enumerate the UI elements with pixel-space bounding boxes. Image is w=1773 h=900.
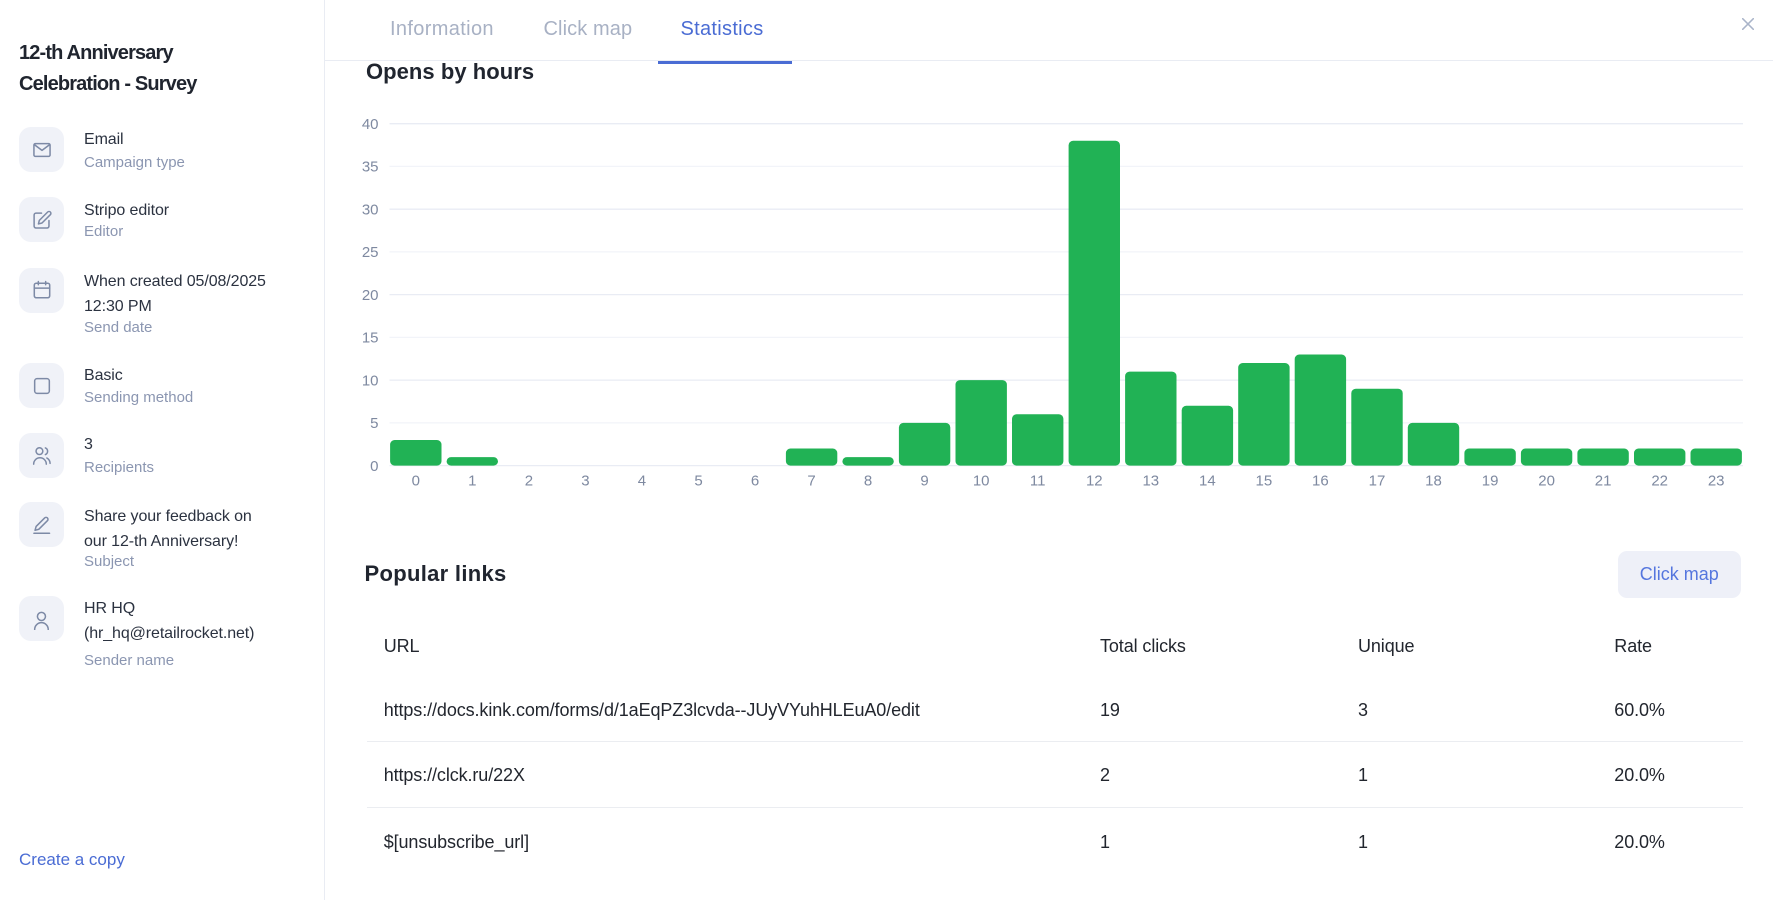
svg-text:16: 16 [1312, 473, 1329, 490]
svg-text:21: 21 [1595, 473, 1612, 490]
svg-text:22: 22 [1651, 473, 1668, 490]
svg-text:15: 15 [362, 330, 379, 347]
svg-text:5: 5 [694, 473, 702, 490]
svg-text:30: 30 [362, 201, 379, 218]
svg-text:19: 19 [1482, 473, 1499, 490]
svg-text:13: 13 [1142, 473, 1159, 490]
svg-text:35: 35 [362, 159, 379, 176]
svg-text:20: 20 [1538, 473, 1555, 490]
svg-text:5: 5 [370, 415, 378, 432]
svg-text:15: 15 [1256, 473, 1273, 490]
svg-text:23: 23 [1708, 473, 1725, 490]
svg-text:4: 4 [638, 473, 646, 490]
svg-text:18: 18 [1425, 473, 1442, 490]
svg-text:10: 10 [362, 372, 379, 389]
svg-text:12: 12 [1086, 473, 1103, 490]
svg-text:9: 9 [920, 473, 928, 490]
svg-text:25: 25 [362, 244, 379, 261]
svg-text:0: 0 [412, 473, 420, 490]
svg-text:14: 14 [1199, 473, 1216, 490]
svg-text:3: 3 [581, 473, 589, 490]
svg-text:0: 0 [370, 458, 378, 475]
svg-text:1: 1 [468, 473, 476, 490]
svg-text:17: 17 [1369, 473, 1386, 490]
svg-text:7: 7 [807, 473, 815, 490]
svg-text:2: 2 [525, 473, 533, 490]
svg-text:11: 11 [1030, 473, 1046, 490]
svg-text:6: 6 [751, 473, 759, 490]
svg-text:10: 10 [973, 473, 990, 490]
svg-text:8: 8 [864, 473, 872, 490]
svg-text:40: 40 [362, 116, 379, 133]
svg-text:20: 20 [362, 287, 379, 304]
